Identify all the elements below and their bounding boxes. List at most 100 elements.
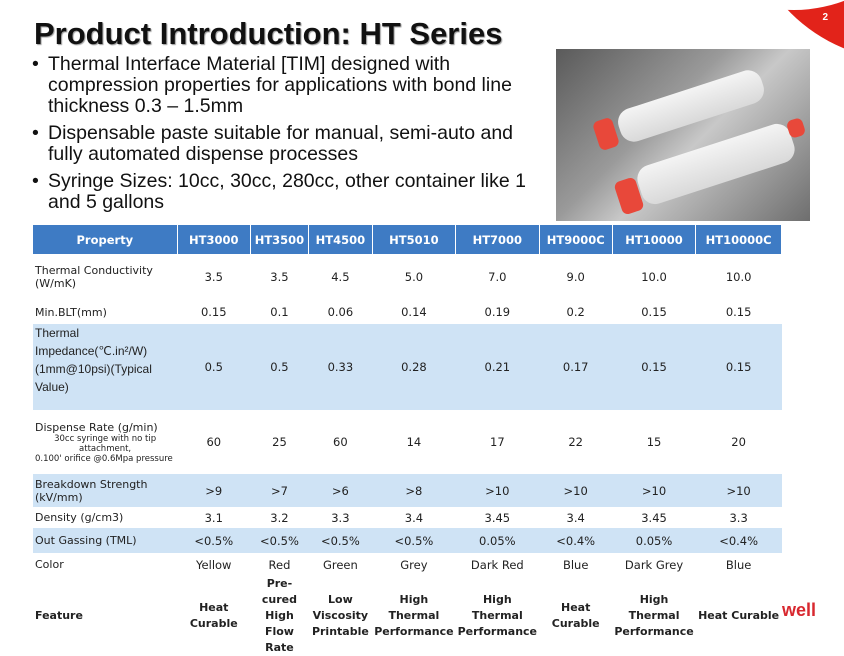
value-cell: 7.0 [488,270,507,284]
value-cell: >7 [250,474,309,507]
brand-logo: well [782,600,817,620]
property-cell: Color [35,558,64,571]
value-cell: High Thermal Performance [374,593,454,638]
value-cell: >10 [539,474,613,507]
product-photo [556,49,810,221]
value-cell: Heat Curable [698,609,780,622]
value-cell: <0.4% [695,528,782,553]
value-cell: High Thermal Performance [457,593,538,638]
value-cell: 10.0 [725,270,752,284]
value-cell: 3.2 [270,510,289,525]
property-cell: Thermal Conductivity (W/mK) [35,264,153,290]
value-cell: 0.15 [725,305,752,319]
value-cell: 0.15 [200,305,227,319]
value-cell: >9 [177,474,251,507]
column-header: HT3500 [250,225,310,254]
value-cell: 60 [333,435,348,449]
property-cell: Dispense Rate (g/min) 30cc syringe with n… [35,420,173,464]
value-cell: 0.05% [612,528,696,553]
table-row: Out Gassing (TML) <0.5% <0.5% <0.5% <0.5% 0.0… [33,528,782,553]
column-header: Property [33,225,178,254]
value-cell: >10 [612,474,696,507]
value-cell: Yellow [196,557,232,572]
property-cell: Density (g/cm3) [35,511,124,524]
property-cell: Breakdown Strength (kV/mm) [33,474,178,507]
column-header: HT3000 [177,225,251,254]
value-cell: 0.15 [695,324,782,410]
table-row: Feature Heat Curable Pre-cured High Flow R… [33,576,782,656]
value-cell: Pre-cured High Flow Rate [261,577,298,654]
value-cell: >10 [695,474,782,507]
value-cell: 3.4 [404,510,424,525]
value-cell: 0.2 [566,305,585,319]
value-cell: Dark Red [470,557,524,572]
value-cell: 3.45 [484,510,511,525]
value-cell: 0.06 [327,305,354,319]
value-cell: 17 [490,435,505,449]
value-cell: >8 [372,474,456,507]
bullet: Dispensable paste suitable for manual, s… [30,123,540,165]
value-cell: 0.33 [308,324,373,410]
value-cell: 20 [731,435,746,449]
table-row: Dispense Rate (g/min) 30cc syringe with n… [33,410,782,474]
value-cell: 0.05% [455,528,540,553]
table-row: Thermal Conductivity (W/mK) 3.5 3.5 4.5 5.0 7… [33,254,782,300]
value-cell: Dark Grey [624,557,684,572]
bullet: Thermal Interface Material [TIM] designe… [30,54,540,117]
table-row: Thermal Impedance(℃.in²/W) (1mm@10psi)(T… [33,324,782,410]
value-cell: Blue [562,557,589,572]
value-cell: 3.1 [204,510,223,525]
value-cell: 22 [568,435,583,449]
value-cell: 0.1 [270,305,289,319]
value-cell: 0.17 [539,324,613,410]
value-cell: 0.14 [401,305,427,319]
value-cell: 3.3 [331,510,350,525]
property-cell: Thermal Impedance(℃.in²/W) (1mm@10psi)(T… [33,324,178,410]
value-cell: 10.0 [641,270,667,284]
value-cell: High Thermal Performance [614,593,694,638]
property-cell: Min.BLT(mm) [35,305,107,319]
column-header: HT7000 [455,225,540,254]
bullet: Syringe Sizes: 10cc, 30cc, 280cc, other … [30,171,540,213]
value-cell: 3.3 [729,510,748,525]
value-cell: 0.21 [455,324,540,410]
value-cell: 3.5 [204,270,223,284]
value-cell: 0.15 [612,324,696,410]
value-cell: 9.0 [566,270,585,284]
column-header: HT10000 [612,225,697,254]
value-cell: Heat Curable [189,601,238,630]
column-header: HT4500 [308,225,373,254]
value-cell: 0.5 [177,324,251,410]
value-cell: 25 [272,435,287,449]
table-row: Min.BLT(mm) 0.15 0.1 0.06 0.14 0.19 0.2 0.15 0.1… [33,300,782,324]
bullet-list: Thermal Interface Material [TIM] designe… [30,54,540,219]
table-row: Color Yellow Red Green Grey Dark Red Blue Dark … [33,553,782,576]
column-header: HT9000C [539,225,613,254]
value-cell: <0.5% [372,528,456,553]
property-cell: Feature [35,609,83,622]
column-header: HT10000C [695,225,782,254]
value-cell: Heat Curable [551,601,600,630]
spec-table: Property HT3000 HT3500 HT4500 HT5010 HT7… [33,225,782,656]
page-number: 2 [822,12,828,23]
value-cell: 3.4 [566,510,585,525]
value-cell: <0.4% [539,528,613,553]
value-cell: 14 [406,435,422,449]
value-cell: 3.5 [270,270,289,284]
table-header: Property HT3000 HT3500 HT4500 HT5010 HT7… [33,225,782,254]
value-cell: Low Viscosity Printable [311,593,369,638]
value-cell: Red [268,557,291,572]
value-cell: <0.5% [250,528,309,553]
value-cell: 0.5 [250,324,309,410]
value-cell: 60 [206,435,222,449]
value-cell: 4.5 [331,270,350,284]
column-header: HT5010 [372,225,457,254]
value-cell: Blue [725,557,752,572]
property-cell: Out Gassing (TML) [33,528,178,553]
slide-title: Product Introduction: HT Series [34,16,503,51]
value-cell: 3.45 [641,510,667,525]
value-cell: 15 [646,435,662,449]
value-cell: >6 [308,474,373,507]
value-cell: Grey [400,557,428,572]
table-row: Breakdown Strength (kV/mm) >9 >7 >6 >8 >10 >10… [33,474,782,507]
